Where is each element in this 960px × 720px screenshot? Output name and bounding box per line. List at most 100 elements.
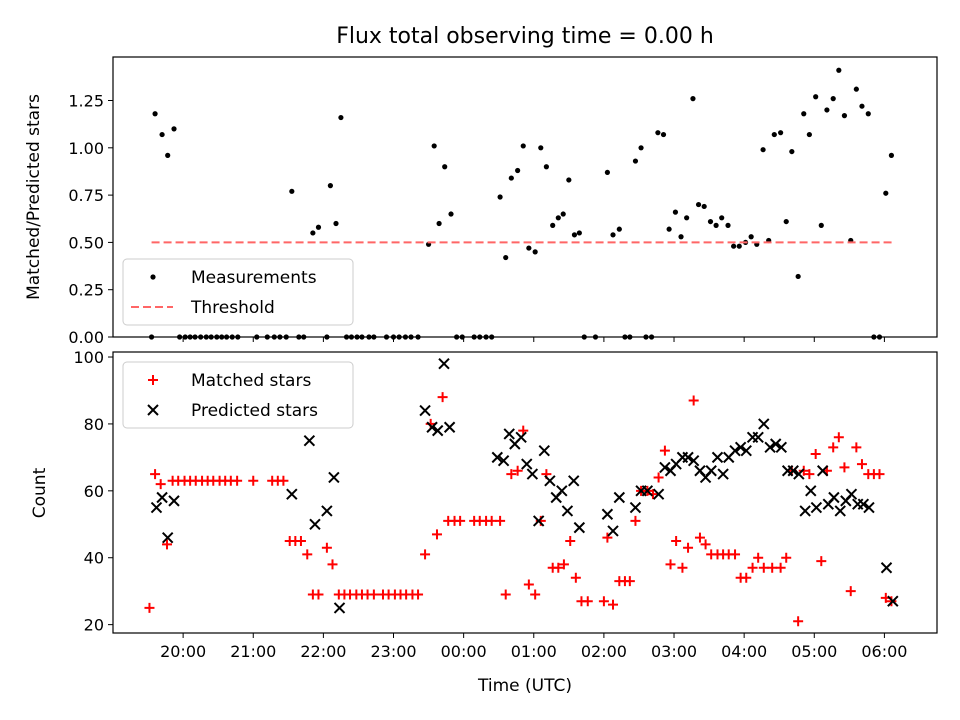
predicted-star-point xyxy=(752,431,764,444)
matched-star-point xyxy=(653,472,664,483)
legend-measurement-swatch xyxy=(150,274,156,280)
predicted-star-point xyxy=(863,501,875,514)
matched-star-point xyxy=(700,539,711,550)
predicted-star-point xyxy=(309,518,321,530)
measurement-point xyxy=(666,226,672,232)
measurement-point xyxy=(555,215,561,221)
matched-star-point xyxy=(671,536,682,547)
matched-star-point xyxy=(874,469,885,480)
matched-star-point xyxy=(816,556,827,567)
measurement-point xyxy=(327,183,333,189)
predicted-star-point xyxy=(286,488,298,500)
measurement-point xyxy=(604,169,611,176)
predicted-star-point xyxy=(769,438,782,450)
measurement-point xyxy=(616,226,622,232)
measurement-point xyxy=(684,215,690,221)
predicted-star-point xyxy=(607,525,619,537)
measurement-point xyxy=(543,164,549,170)
measurement-point xyxy=(888,152,895,158)
matched-star-point xyxy=(161,539,172,550)
x-tick-label: 03:00 xyxy=(651,642,697,661)
measurement-point xyxy=(713,222,719,228)
matched-star-point xyxy=(486,515,497,526)
axes-frame xyxy=(112,56,938,338)
predicted-star-point xyxy=(497,455,510,467)
measurement-point xyxy=(566,177,572,183)
axes-frame xyxy=(112,351,938,634)
legend-label: Threshold xyxy=(190,298,275,318)
predicted-star-point xyxy=(561,505,574,517)
measurement-point xyxy=(310,230,316,236)
matched-star-point xyxy=(150,469,161,480)
chart-title: Flux total observing time = 0.00 h xyxy=(336,24,714,49)
measurement-point xyxy=(333,220,339,227)
predicted-star-point xyxy=(880,562,893,574)
predicted-star-point xyxy=(857,498,870,510)
legend-label: Measurements xyxy=(191,268,317,288)
predicted-star-point xyxy=(805,485,817,497)
matched-star-point xyxy=(804,469,815,480)
predicted-star-point xyxy=(601,508,614,520)
matched-star-point xyxy=(810,449,821,460)
measurement-point xyxy=(448,211,454,217)
matched-star-point xyxy=(753,552,764,563)
matched-star-point xyxy=(677,562,688,573)
predicted-star-point xyxy=(799,505,811,517)
measurement-point xyxy=(707,218,714,225)
matched-star-point xyxy=(582,596,593,607)
matched-star-point xyxy=(856,459,867,470)
matched-star-point xyxy=(553,562,564,573)
x-tick-label: 01:00 xyxy=(511,642,557,661)
predicted-star-point xyxy=(538,444,550,457)
measurement-point xyxy=(824,107,830,113)
matched-star-point xyxy=(495,515,506,526)
predicted-star-point xyxy=(156,491,168,504)
y-tick-label: 20 xyxy=(84,616,104,635)
predicted-star-point xyxy=(687,455,700,467)
predicted-star-point xyxy=(328,471,340,484)
measurement-point xyxy=(789,148,795,155)
predicted-star-point xyxy=(150,501,163,514)
measurement-point xyxy=(836,67,842,73)
predicted-star-point xyxy=(652,488,665,500)
predicted-star-point xyxy=(816,465,829,477)
predicted-star-point xyxy=(887,595,899,607)
predicted-star-point xyxy=(419,404,431,417)
measurement-point xyxy=(695,201,702,208)
matched-star-point xyxy=(598,596,609,607)
measurement-point xyxy=(883,190,889,196)
measurement-point xyxy=(431,143,437,149)
measurement-point xyxy=(672,209,679,215)
predicted-star-point xyxy=(828,491,840,504)
y-tick-label: 0.25 xyxy=(68,281,104,300)
bottom-x-axis-label: Time (UTC) xyxy=(477,676,572,696)
top-y-axis-label: Matched/Predicted stars xyxy=(24,94,44,300)
x-tick-label: 05:00 xyxy=(791,642,837,661)
x-tick-label: 22:00 xyxy=(300,642,346,661)
x-tick-label: 20:00 xyxy=(160,642,206,661)
measurement-point xyxy=(725,222,731,228)
matched-star-point xyxy=(781,552,792,563)
matched-star-point xyxy=(278,475,289,486)
matched-star-point xyxy=(845,586,856,597)
predicted-star-point xyxy=(431,424,444,437)
matched-star-point xyxy=(851,442,862,453)
matched-star-point xyxy=(295,536,306,547)
x-tick-label: 00:00 xyxy=(441,642,487,661)
measurement-point xyxy=(560,211,566,217)
matched-star-point xyxy=(431,529,442,540)
legend: Matched stars Predicted stars xyxy=(122,361,354,429)
measurement-point xyxy=(719,215,725,221)
matched-star-point xyxy=(665,559,676,570)
matched-star-point xyxy=(313,589,324,600)
matched-star-point xyxy=(232,475,243,486)
measurement-point xyxy=(813,94,819,100)
predicted-star-point xyxy=(717,468,729,480)
y-tick-label: 100 xyxy=(73,348,104,367)
matched-star-point xyxy=(694,532,705,543)
measurement-point xyxy=(159,131,165,138)
measurement-point xyxy=(526,245,532,251)
predicted-star-point xyxy=(321,505,333,517)
matched-star-point xyxy=(437,392,448,403)
